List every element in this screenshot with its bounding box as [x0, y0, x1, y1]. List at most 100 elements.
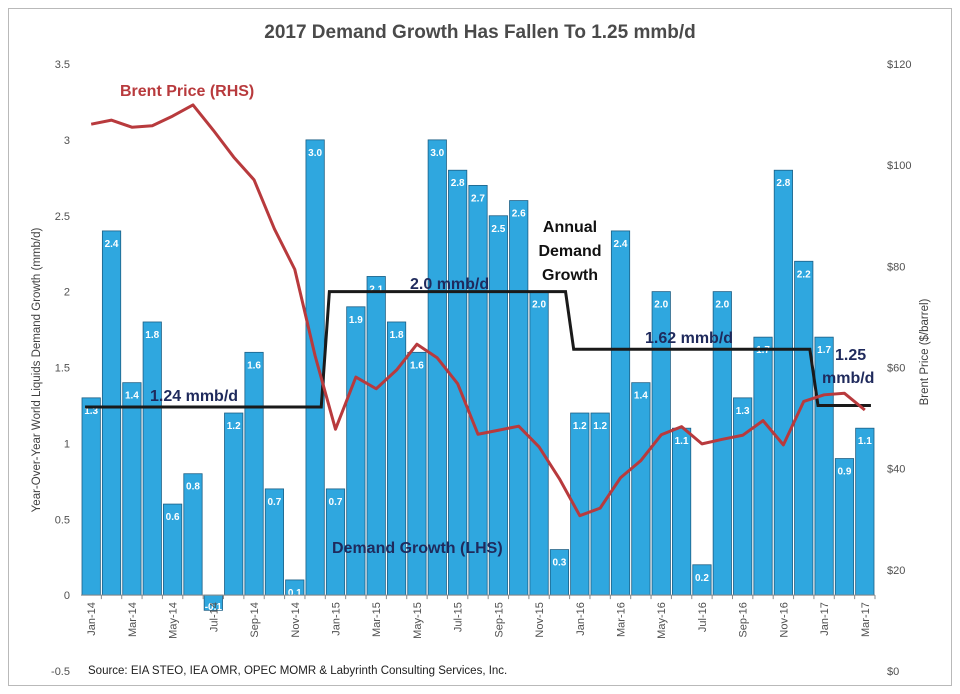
right-tick-label: $40 [887, 464, 905, 476]
brent-annotation: Brent Price (RHS) [120, 83, 254, 100]
x-tick-label: Jan-16 [575, 602, 587, 636]
bar-data-label: 1.8 [145, 330, 159, 341]
bar-data-label: 2.8 [776, 178, 790, 189]
bar-data-label: -0.1 [205, 602, 223, 613]
avg-2017-label-line2: mmb/d [822, 370, 874, 387]
bar-data-label: 1.4 [125, 391, 139, 402]
x-tick-label: May-16 [656, 602, 668, 639]
chart-title: 2017 Demand Growth Has Fallen To 1.25 mm… [264, 22, 696, 43]
demand-annotation: Demand Growth (LHS) [332, 540, 503, 557]
demand-growth-bar [122, 382, 142, 596]
x-tick-label: Jul-15 [453, 602, 465, 632]
bar-data-label: 0.3 [552, 558, 566, 569]
left-tick-label: 3 [64, 135, 70, 147]
x-tick-label: Sep-15 [493, 602, 505, 637]
right-tick-label: $100 [887, 160, 911, 172]
x-tick-label: Mar-16 [616, 602, 628, 637]
demand-growth-bar [101, 230, 122, 596]
bar-data-label: 0.1 [288, 588, 302, 599]
left-tick-label: -0.5 [51, 666, 70, 678]
left-tick-label: 1 [64, 438, 70, 450]
demand-growth-bar [834, 458, 855, 596]
x-tick-label: Jul-14 [208, 602, 220, 632]
right-tick-label: $60 [887, 363, 905, 375]
demand-growth-bar [672, 427, 692, 596]
bar-data-label: 0.6 [166, 512, 180, 523]
demand-growth-bar [773, 169, 793, 596]
demand-growth-bar [468, 184, 488, 596]
x-tick-label: May-15 [412, 602, 424, 639]
demand-growth-bars [81, 139, 875, 611]
bar-data-label: 1.9 [349, 315, 363, 326]
x-tick-label: Mar-14 [127, 602, 139, 637]
right-tick-label: $80 [887, 261, 905, 273]
bar-data-label: 3.0 [308, 148, 322, 159]
demand-growth-bar [407, 351, 427, 596]
avg-2016-label: 1.62 mmb/d [645, 330, 733, 347]
right-tick-label: $120 [887, 59, 911, 71]
demand-growth-bar [631, 382, 651, 596]
demand-growth-bar [753, 336, 773, 596]
x-axis-tick-labels: Jan-14 Mar-14 May-14 Jul-14 Sep-14 Nov-14 Jan-… [86, 595, 876, 639]
bar-data-label: 1.8 [390, 330, 404, 341]
bar-data-label: 2.0 [654, 300, 668, 311]
bar-data-labels: 1.3 2.4 1.4 1.8 0.6 0.8 -0.1 1.2 1.6 0.7 0.1 3.0 0.7… [84, 148, 872, 613]
avg-2015-label: 2.0 mmb/d [410, 276, 489, 293]
bar-data-label: 1.3 [84, 406, 98, 417]
bar-data-label: 2.0 [715, 300, 729, 311]
right-tick-label: $20 [887, 565, 905, 577]
right-tick-label: $0 [887, 666, 899, 678]
bar-data-label: 3.0 [430, 148, 444, 159]
demand-growth-bar [794, 260, 814, 596]
x-tick-label: May-14 [168, 602, 180, 639]
x-tick-label: Nov-15 [534, 602, 546, 637]
left-tick-label: 2 [64, 287, 70, 299]
right-axis-ticks: $0 $20 $40 $60 $80 $100 $120 [887, 59, 911, 678]
x-tick-label: Jan-14 [86, 602, 98, 636]
bar-data-label: 1.1 [858, 436, 872, 447]
x-tick-label: Sep-14 [249, 602, 261, 637]
bar-data-label: 2.1 [369, 284, 383, 295]
demand-growth-bar [509, 200, 529, 596]
left-tick-label: 2.5 [55, 211, 70, 223]
demand-growth-bar [81, 397, 101, 596]
chart-frame [8, 8, 952, 686]
bar-data-label: 2.8 [451, 178, 465, 189]
bar-data-label: 1.2 [593, 421, 607, 432]
demand-growth-bar [142, 321, 162, 596]
bar-data-label: 2.7 [471, 193, 485, 204]
bar-data-label: 1.2 [573, 421, 587, 432]
bar-data-label: 0.7 [329, 497, 343, 508]
annual-annotation-line2: Demand [538, 243, 601, 260]
x-tick-label: Jan-17 [819, 602, 831, 636]
left-tick-label: 1.5 [55, 363, 70, 375]
demand-growth-bar [244, 351, 264, 596]
bar-data-label: 2.6 [512, 209, 526, 220]
source-note: Source: EIA STEO, IEA OMR, OPEC MOMR & L… [88, 665, 507, 677]
bar-data-label: 2.4 [105, 239, 119, 250]
demand-growth-bar [610, 230, 631, 596]
x-tick-label: Sep-16 [738, 602, 750, 637]
annual-annotation-line1: Annual [543, 219, 597, 236]
bar-data-label: 2.0 [532, 300, 546, 311]
bar-data-label: 1.4 [634, 391, 648, 402]
bar-data-label: 0.7 [267, 497, 281, 508]
demand-growth-bar [590, 412, 610, 596]
demand-growth-bar [549, 549, 570, 596]
left-tick-label: 0 [64, 590, 70, 602]
x-tick-label: Mar-15 [371, 602, 383, 637]
demand-growth-bar [733, 397, 753, 596]
demand-growth-bar [488, 215, 508, 596]
x-tick-label: Mar-17 [860, 602, 872, 637]
left-axis-ticks: -0.5 0 0.5 1 1.5 2 2.5 3 3.5 [51, 59, 70, 678]
avg-2014-label: 1.24 mmb/d [150, 388, 238, 405]
bar-data-label: 1.2 [227, 421, 241, 432]
demand-growth-bar [529, 291, 549, 596]
bar-data-label: 1.1 [675, 436, 689, 447]
bar-data-label: 1.7 [817, 345, 831, 356]
bar-data-label: 1.6 [410, 360, 424, 371]
demand-growth-bar [224, 412, 244, 596]
annual-annotation-line3: Growth [542, 267, 598, 284]
x-tick-label: Jul-16 [697, 602, 709, 632]
